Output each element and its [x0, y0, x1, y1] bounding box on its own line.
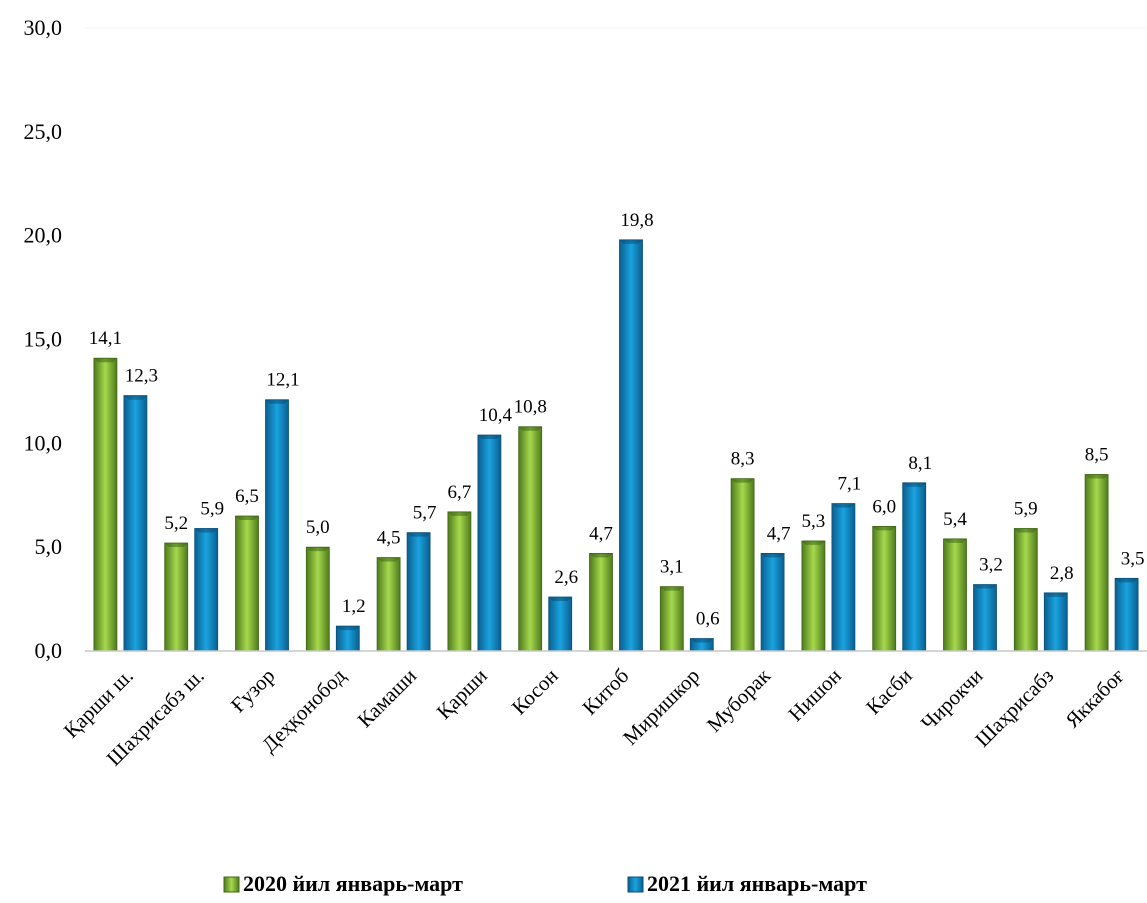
data-label: 5,2	[164, 513, 188, 534]
bar-2021	[123, 395, 148, 652]
data-label: 1,2	[342, 596, 366, 617]
bars	[93, 239, 1139, 652]
legend-label: 2020 йил январь-март	[243, 871, 463, 896]
legend-swatch	[627, 876, 644, 893]
x-tick-label: Муборак	[702, 663, 776, 737]
bar-2020	[305, 546, 330, 652]
bar-2020	[1084, 474, 1109, 652]
data-label: 12,1	[266, 370, 299, 391]
x-tick-label: Камаши	[353, 664, 422, 733]
data-label: 14,1	[89, 328, 122, 349]
data-label: 10,8	[514, 397, 547, 418]
bar-2020	[801, 540, 826, 652]
data-label: 5,4	[943, 509, 967, 530]
legend: 2020 йил январь-март 2021 йил январь-март	[223, 871, 867, 896]
bar-2021	[902, 482, 927, 652]
bar-2020	[93, 357, 118, 652]
y-tick-label: 10,0	[24, 430, 63, 455]
x-tick-label: Ғузор	[226, 664, 280, 718]
y-tick-label: 0,0	[35, 638, 63, 663]
x-tick-label: Миришкор	[618, 664, 704, 750]
bar-2020	[1013, 528, 1038, 652]
bar-2020	[235, 515, 259, 652]
data-label: 0,6	[696, 609, 720, 630]
y-axis: 0,0 5,0 10,0 15,0 20,0 25,0 30,0	[24, 15, 1147, 663]
bar-2021	[406, 532, 431, 652]
bar-2020	[943, 538, 967, 652]
bar-2021	[477, 434, 502, 652]
data-label: 3,5	[1121, 548, 1145, 569]
data-label: 10,4	[479, 405, 513, 426]
bar-2020	[659, 586, 684, 652]
x-tick-label: Қарши	[432, 664, 492, 724]
bar-2021	[619, 239, 643, 652]
x-tick-label: Китоб	[577, 664, 633, 720]
bar-2020	[447, 511, 472, 652]
data-label: 4,5	[377, 528, 401, 549]
bar-2020	[164, 542, 189, 652]
legend-item-2021: 2021 йил январь-март	[627, 871, 867, 896]
bar-2021	[265, 399, 289, 652]
data-label: 2,8	[1050, 563, 1074, 584]
data-label: 5,3	[802, 511, 826, 532]
bar-2021	[335, 625, 360, 652]
bar-2020	[730, 478, 755, 652]
legend-item-2020: 2020 йил январь-март	[223, 871, 463, 896]
data-label: 6,7	[448, 482, 472, 503]
data-label: 12,3	[125, 366, 158, 387]
x-tick-label: Касби	[861, 664, 917, 720]
bar-2021	[689, 638, 714, 652]
data-label: 4,7	[767, 523, 791, 544]
y-tick-label: 20,0	[24, 223, 63, 248]
x-tick-label: Яккабоғ	[1060, 663, 1129, 732]
data-label: 8,5	[1085, 444, 1109, 465]
data-label: 7,1	[838, 474, 862, 495]
bar-2021	[194, 528, 219, 652]
x-tick-label: Косон	[507, 664, 563, 720]
y-tick-label: 25,0	[24, 119, 63, 144]
bar-2021	[760, 552, 785, 652]
data-label: 3,2	[979, 555, 1003, 576]
y-tick-label: 5,0	[35, 534, 63, 559]
data-label: 5,0	[306, 517, 330, 538]
bar-2020	[589, 552, 613, 652]
bar-2021	[1114, 577, 1139, 652]
data-label: 5,7	[413, 503, 437, 524]
data-label: 8,3	[731, 449, 755, 470]
legend-label: 2021 йил январь-март	[647, 871, 867, 896]
data-label: 3,1	[660, 557, 684, 578]
y-tick-label: 15,0	[24, 327, 63, 352]
bar-2021	[548, 596, 573, 652]
data-label: 4,7	[589, 523, 613, 544]
bar-2020	[518, 426, 543, 652]
data-label: 19,8	[620, 210, 653, 231]
data-label: 5,9	[200, 498, 224, 519]
data-label: 6,0	[872, 496, 896, 517]
bar-2020	[872, 526, 897, 652]
x-tick-label: Нишон	[783, 664, 845, 726]
data-label: 2,6	[554, 567, 578, 588]
data-label: 6,5	[235, 486, 259, 507]
data-label: 5,9	[1014, 498, 1038, 519]
x-tick-label: Чирокчи	[916, 664, 987, 735]
bar-2021	[973, 584, 997, 652]
data-label: 8,1	[908, 453, 932, 474]
bar-2021	[1043, 592, 1068, 652]
data-labels: 14,112,3 5,2 5,9 6,5 12,1 5,0 1,2 4,5 5,7 6,7 10,4…	[89, 210, 1145, 630]
y-tick-label: 30,0	[24, 15, 63, 40]
legend-swatch	[223, 876, 240, 893]
bar-2021	[831, 503, 856, 652]
bar-2020	[376, 557, 401, 652]
